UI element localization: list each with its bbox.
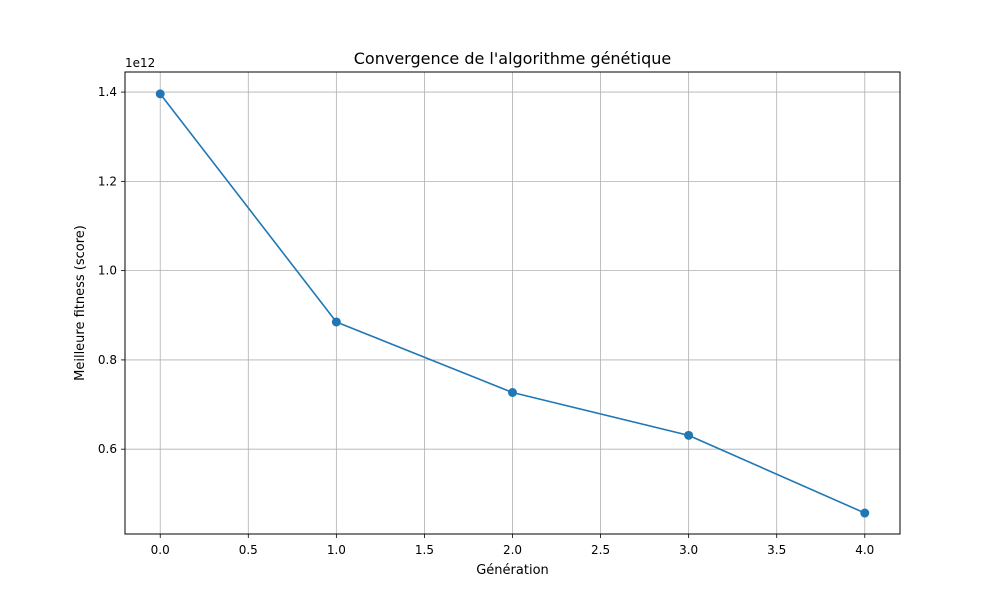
x-tick-label: 1.0 xyxy=(327,543,346,557)
grid xyxy=(125,72,900,534)
y-axis-ticks: 0.6 0.8 1.0 1.2 1.4 xyxy=(98,85,125,456)
data-point xyxy=(860,508,870,518)
x-tick-label: 3.0 xyxy=(679,543,698,557)
data-point xyxy=(508,387,517,397)
y-tick-label: 1.4 xyxy=(98,85,117,99)
x-tick-label: 3.5 xyxy=(767,543,786,557)
x-tick-label: 2.5 xyxy=(591,543,610,557)
y-axis-label: Meilleure fitness (score) xyxy=(73,225,88,381)
x-tick-label: 2.0 xyxy=(503,543,522,557)
data-point xyxy=(684,430,694,440)
y-tick-label: 0.8 xyxy=(98,353,117,367)
x-axis-label: Génération xyxy=(476,563,549,578)
x-tick-label: 0.0 xyxy=(151,543,170,557)
y-offset-label: 1e12 xyxy=(125,56,155,70)
y-tick-label: 0.6 xyxy=(98,442,117,456)
y-tick-label: 1.2 xyxy=(98,174,117,188)
x-tick-label: 1.5 xyxy=(415,543,434,557)
x-tick-label: 0.5 xyxy=(239,543,258,557)
y-tick-label: 1.0 xyxy=(98,264,117,278)
data-point xyxy=(331,317,341,327)
x-axis-ticks: 0.0 0.5 1.0 1.5 2.0 2.5 3.0 3.5 4.0 xyxy=(151,534,874,557)
x-tick-label: 4.0 xyxy=(855,543,874,557)
data-point xyxy=(155,89,165,99)
series-layer xyxy=(155,89,870,518)
chart-title: Convergence de l'algorithme génétique xyxy=(354,49,672,68)
